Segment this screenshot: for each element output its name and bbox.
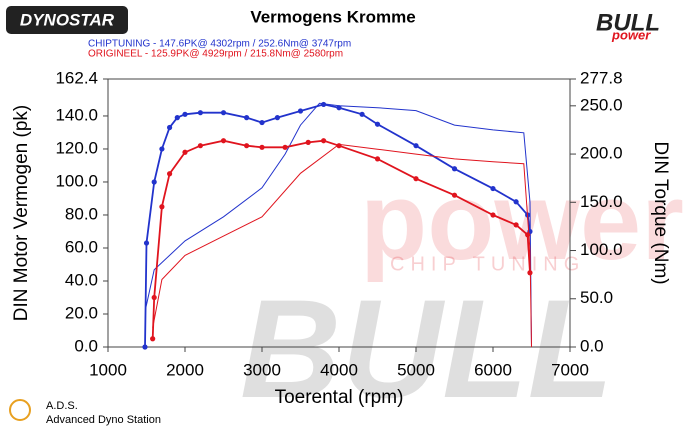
y2-tick-label: 250.0 <box>580 95 623 114</box>
dynostar-logo <box>6 6 128 34</box>
y-tick-label: 120.0 <box>55 138 98 157</box>
power-point <box>413 143 419 149</box>
x-tick-label: 5000 <box>397 360 435 379</box>
power-point <box>259 119 265 126</box>
power-point <box>182 111 188 117</box>
power-point <box>282 144 288 150</box>
y2-tick-label: 277.8 <box>580 68 623 87</box>
power-point <box>321 101 327 108</box>
power-point <box>143 240 150 246</box>
power-point <box>151 294 157 301</box>
power-point <box>297 108 304 114</box>
power-point <box>159 204 165 210</box>
power-point <box>374 121 381 127</box>
chart-title: Vermogens Kromme <box>250 7 415 26</box>
power-point <box>159 146 165 152</box>
power-point <box>451 166 458 172</box>
x-tick-label: 6000 <box>474 360 512 379</box>
power-line <box>151 139 531 339</box>
y-tick-label: 40.0 <box>65 270 98 289</box>
power-logo: power <box>611 27 651 42</box>
power-point <box>167 124 173 131</box>
power-point <box>451 192 458 198</box>
y-tick-label: 140.0 <box>55 105 98 124</box>
power-point <box>167 171 173 177</box>
y-tick-label: 162.4 <box>55 68 98 87</box>
x-tick-label: 4000 <box>320 360 358 379</box>
power-point <box>259 144 265 150</box>
ads-full-text: Advanced Dyno Station <box>46 414 161 426</box>
y-tick-label: 80.0 <box>65 204 98 223</box>
power-point <box>220 138 227 144</box>
y2-tick-label: 50.0 <box>580 288 613 307</box>
x-tick-label: 2000 <box>166 360 204 379</box>
y-tick-label: 20.0 <box>65 303 98 322</box>
x-tick-label: 7000 <box>551 360 589 379</box>
power-point <box>244 143 250 149</box>
x-tick-label: 3000 <box>243 360 281 379</box>
ads-logo <box>9 399 31 421</box>
power-point <box>182 149 188 155</box>
power-point <box>174 115 180 121</box>
y2-tick-label: 0.0 <box>580 336 604 355</box>
power-point <box>413 176 419 182</box>
y-axis-title: DIN Motor Vermogen (pk) <box>11 105 32 321</box>
y2-tick-label: 200.0 <box>580 144 623 163</box>
power-point <box>197 143 203 149</box>
power-point <box>359 111 365 117</box>
y2-tick-label: 100.0 <box>580 240 623 259</box>
power-point <box>490 185 496 192</box>
watermark-chip: CHIP TUNING <box>390 253 585 275</box>
power-point <box>274 115 280 121</box>
watermark-power: power <box>360 160 684 283</box>
power-point <box>513 199 519 205</box>
y-tick-label: 100.0 <box>55 171 98 190</box>
power-point <box>374 156 381 162</box>
power-point <box>220 110 227 116</box>
watermark-bull: BULL <box>240 270 613 427</box>
legend-entry: ORIGINEEL - 125.9PK@ 4929rpm / 215.8Nm@ … <box>88 49 343 60</box>
power-point <box>142 344 148 350</box>
legend-entry: CHIPTUNING - 147.6PK@ 4302rpm / 252.6Nm@… <box>88 39 351 50</box>
dynostar-text: DYNOSTAR <box>20 10 115 29</box>
power-point <box>513 222 519 228</box>
power-point <box>197 110 203 116</box>
power-point <box>151 179 157 185</box>
y-tick-label: 60.0 <box>65 237 98 256</box>
power-point <box>244 115 250 121</box>
ads-text: A.D.S. <box>46 400 78 412</box>
x-axis-title: Toerental (rpm) <box>275 387 404 408</box>
y-tick-label: 0.0 <box>74 336 98 355</box>
y2-tick-label: 150.0 <box>580 192 623 211</box>
x-tick-label: 1000 <box>89 360 127 379</box>
torque-line <box>152 143 532 348</box>
torque-line <box>145 102 532 348</box>
power-point <box>490 212 496 218</box>
power-point <box>150 336 156 342</box>
y2-axis-title: DIN Torque (Nm) <box>650 141 671 284</box>
power-point <box>336 105 342 111</box>
power-point <box>305 139 311 145</box>
power-point <box>321 138 327 144</box>
bull-logo: BULL <box>596 9 660 36</box>
